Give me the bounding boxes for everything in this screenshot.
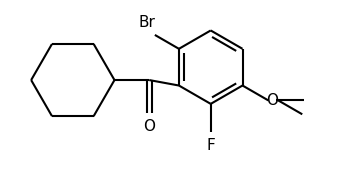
- Text: O: O: [266, 93, 278, 108]
- Text: F: F: [206, 138, 215, 153]
- Text: Br: Br: [139, 15, 155, 30]
- Text: O: O: [143, 119, 155, 134]
